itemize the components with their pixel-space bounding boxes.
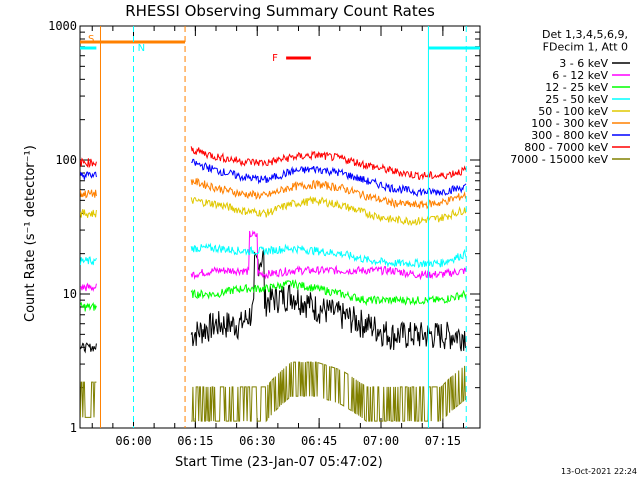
saa-flag-label: S (88, 34, 94, 45)
series-line (190, 146, 467, 181)
x-axis-label: Start Time (23-Jan-07 05:47:02) (175, 455, 383, 470)
series-line (191, 361, 467, 423)
legend: Det 1,3,4,5,6,9,FDecim 1, Att 0 3 - 6 keV… (510, 28, 630, 166)
legend-entry-label: 800 - 7000 keV (524, 141, 608, 154)
night-flag-label: N (138, 43, 145, 54)
x-tick-label: 07:00 (363, 434, 399, 448)
flare-flag-label: F (272, 53, 278, 64)
series-line (190, 249, 467, 352)
x-tick-label: 06:00 (115, 434, 151, 448)
legend-entry-label: 50 - 100 keV (538, 105, 608, 118)
series-line (190, 230, 467, 281)
y-tick-label: 1000 (48, 19, 77, 33)
legend-header-line: FDecim 1, Att 0 (543, 41, 628, 54)
y-axis: 1 10 100 1000 (48, 19, 480, 435)
series-line (190, 278, 467, 307)
series-line-early (80, 282, 97, 292)
legend-entry-label: 12 - 25 keV (545, 81, 608, 94)
legend-entry-label: 6 - 12 keV (552, 69, 608, 82)
x-tick-label: 06:15 (177, 434, 213, 448)
y-tick-label: 1 (70, 421, 77, 435)
series-line (190, 195, 467, 227)
x-tick-label: 06:30 (239, 434, 275, 448)
legend-entry-label: 25 - 50 keV (545, 93, 608, 106)
series-line-early (80, 381, 97, 418)
chart-title: RHESSI Observing Summary Count Rates (125, 2, 435, 20)
x-tick-label: 06:45 (301, 434, 337, 448)
y-tick-label: 100 (55, 153, 77, 167)
series-layer (80, 146, 467, 423)
y-tick-label: 10 (63, 287, 77, 301)
series-line-early (80, 256, 97, 266)
legend-entry-label: 3 - 6 keV (559, 57, 608, 70)
series-line (190, 177, 467, 210)
series-line (191, 158, 467, 198)
legend-entry-label: 100 - 300 keV (531, 117, 608, 130)
x-tick-label: 07:15 (425, 434, 461, 448)
timestamp: 13-Oct-2021 22:24 (561, 467, 637, 476)
series-line-early (80, 209, 97, 218)
series-line-early (80, 171, 97, 180)
flag-layer: S N F (80, 26, 480, 428)
x-axis: 06:00 06:15 06:30 06:45 07:00 07:15 (91, 26, 464, 448)
legend-entry-label: 300 - 800 keV (531, 129, 608, 142)
series-line-early (80, 342, 97, 354)
plot-frame (79, 25, 481, 429)
legend-entry-label: 7000 - 15000 keV (510, 153, 608, 166)
legend-header-line: Det 1,3,4,5,6,9, (542, 28, 628, 41)
series-line-early (80, 157, 97, 169)
series-line-early (80, 189, 97, 199)
y-axis-label: Count Rate (s⁻¹ detector⁻¹) (23, 145, 38, 322)
series-line-early (80, 301, 97, 312)
series-line (190, 242, 467, 269)
